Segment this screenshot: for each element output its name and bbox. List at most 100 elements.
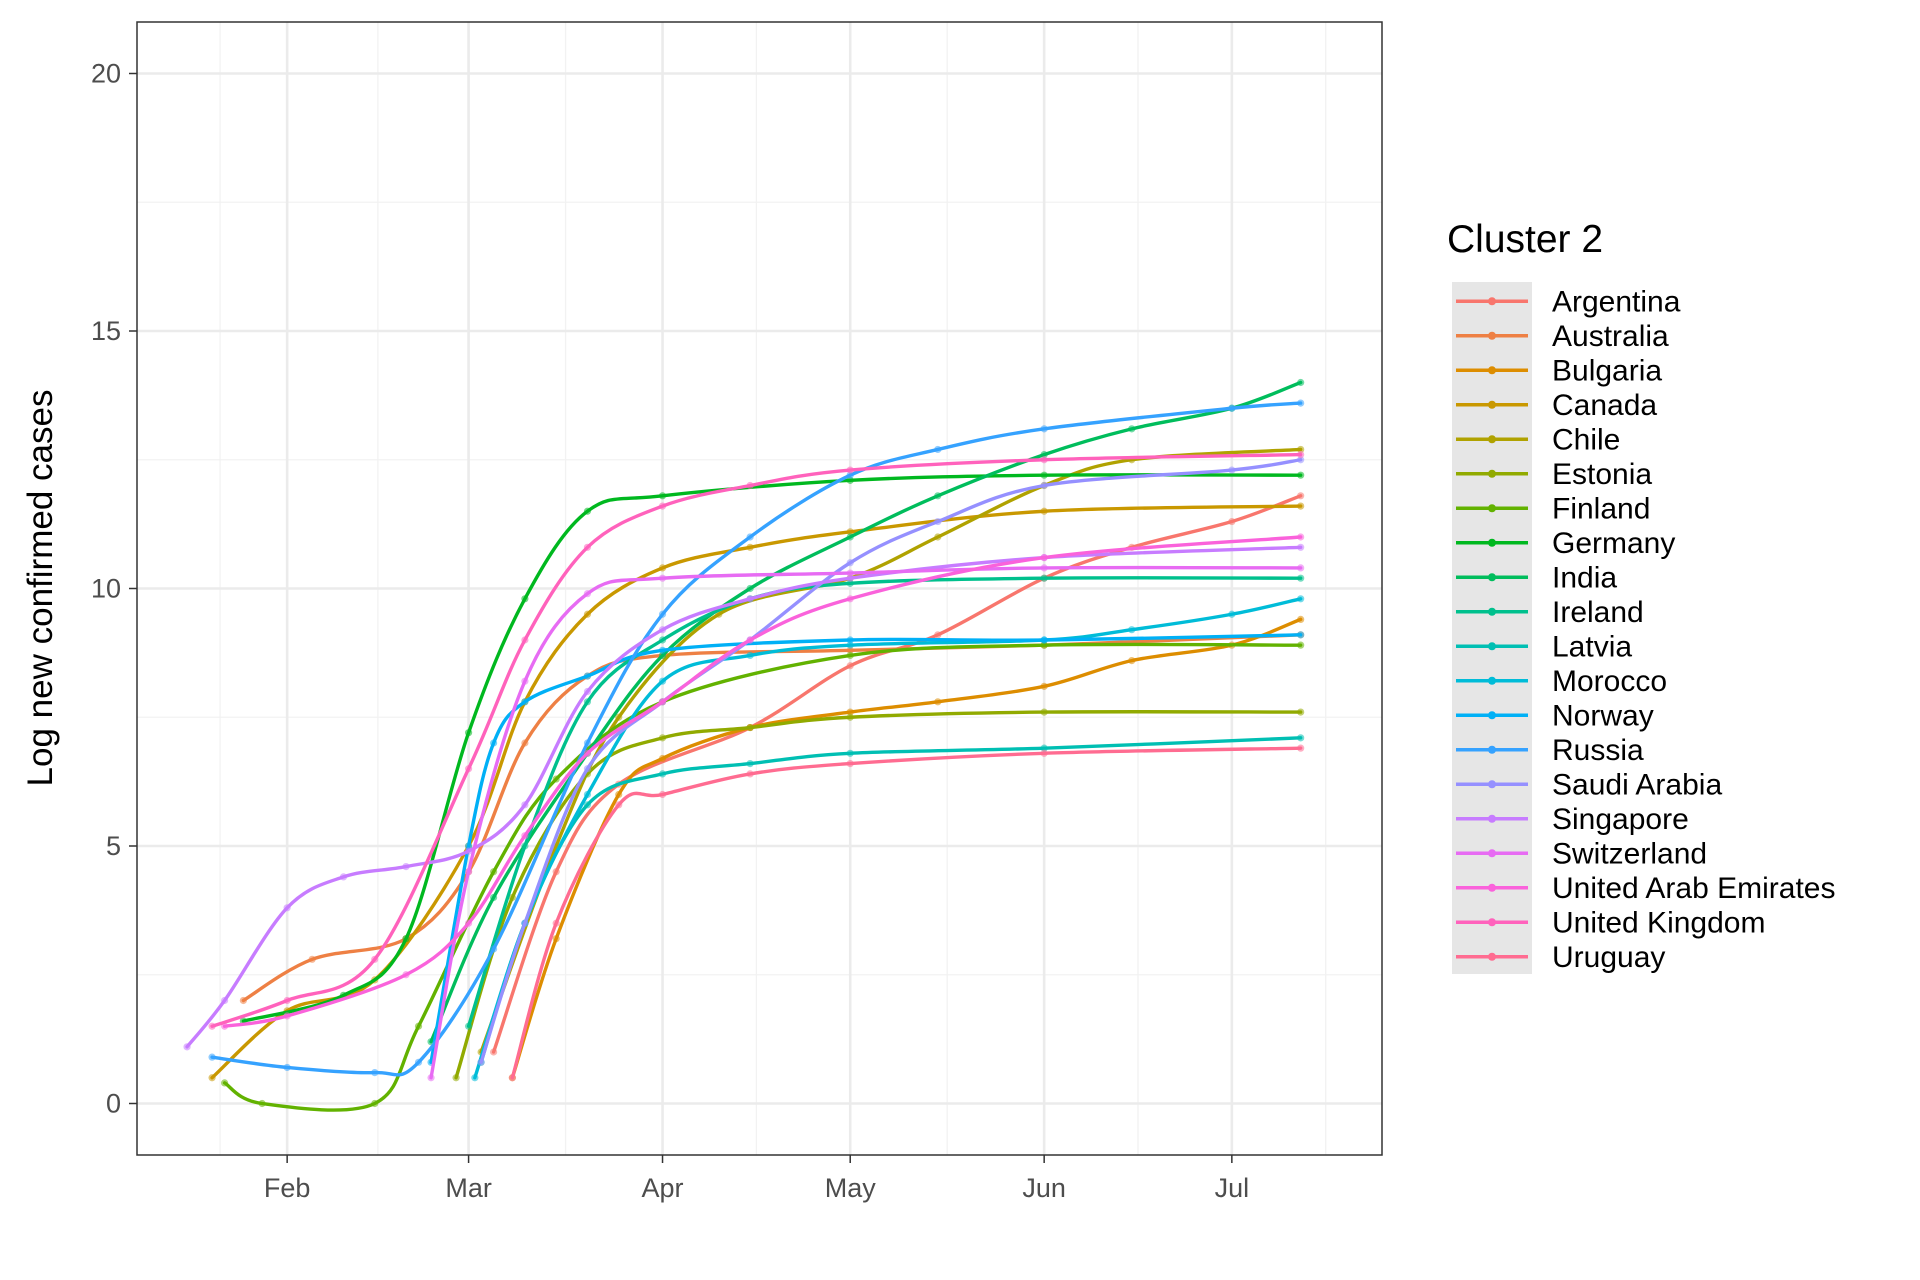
data-point [658, 698, 667, 706]
data-point [183, 1043, 191, 1051]
data-point [1297, 564, 1305, 572]
data-point [658, 734, 667, 742]
legend-label: Finland [1552, 492, 1650, 525]
x-tick-label: Apr [642, 1173, 684, 1203]
legend-label: Switzerland [1552, 837, 1707, 870]
data-point [583, 507, 592, 515]
data-point [1297, 708, 1305, 716]
series-line [210, 504, 1303, 1080]
data-point [1228, 517, 1236, 526]
data-point [658, 636, 667, 644]
data-point [583, 749, 592, 757]
data-point [934, 631, 942, 639]
data-point [658, 790, 667, 799]
y-axis-title: Log new confirmed cases [21, 390, 60, 787]
legend-key-point [1488, 883, 1496, 892]
data-point [746, 723, 754, 732]
legend-label: Singapore [1552, 803, 1689, 836]
x-tick-label: Feb [264, 1173, 311, 1203]
legend-label: Saudi Arabia [1552, 768, 1722, 801]
series-line [473, 597, 1303, 1080]
data-point [521, 739, 529, 747]
legend-label: United Arab Emirates [1552, 872, 1835, 905]
data-point [846, 646, 854, 654]
data-point [521, 919, 529, 927]
data-point [1040, 564, 1048, 572]
legend-key-point [1488, 538, 1496, 547]
data-point [521, 677, 529, 685]
legend-key-point [1488, 366, 1496, 375]
data-point [371, 1069, 379, 1077]
data-point [521, 698, 529, 706]
legend-key-point [1488, 504, 1496, 513]
data-point [1040, 636, 1048, 644]
data-point [414, 1058, 423, 1066]
data-point [1040, 708, 1048, 716]
data-point [1040, 574, 1048, 582]
data-point [658, 564, 667, 572]
data-point [258, 1099, 266, 1108]
series-layer [183, 378, 1305, 1112]
data-point [934, 517, 942, 526]
data-point [934, 492, 942, 500]
series-estonia [452, 708, 1305, 1082]
data-point [846, 708, 854, 716]
data-point [846, 760, 854, 768]
data-point [746, 760, 754, 768]
x-tick-label: Jun [1022, 1173, 1066, 1203]
data-point [464, 729, 473, 737]
data-point [521, 832, 529, 840]
data-point [427, 1074, 435, 1082]
series-line [241, 473, 1303, 1023]
data-point [464, 1022, 473, 1030]
data-point [846, 476, 854, 484]
data-point [1228, 404, 1236, 412]
series-russia [208, 399, 1305, 1077]
data-point [402, 971, 410, 979]
legend-label: United Kingdom [1552, 906, 1765, 939]
data-point [583, 590, 592, 598]
data-point [658, 626, 667, 634]
legend-key-background [1452, 282, 1532, 974]
data-point [490, 868, 498, 876]
data-point [846, 471, 854, 479]
data-point [1297, 451, 1305, 459]
data-point [658, 502, 667, 510]
data-point [1040, 481, 1048, 490]
data-point [552, 919, 560, 927]
data-point [746, 481, 754, 490]
y-axis: 0 5 10 15 20 [91, 59, 137, 1119]
data-point [1040, 456, 1048, 464]
data-point [283, 904, 291, 912]
data-point [220, 1079, 229, 1087]
legend-label: Chile [1552, 423, 1620, 456]
data-point [1040, 451, 1048, 459]
series-india [427, 378, 1305, 1046]
data-point [846, 749, 854, 757]
data-point [934, 533, 942, 541]
data-point [846, 559, 854, 567]
y-tick-label: 10 [91, 574, 121, 604]
legend-key-point [1488, 780, 1496, 789]
data-point [490, 739, 498, 747]
data-point [583, 765, 592, 773]
data-point [1297, 641, 1305, 649]
data-point [208, 1074, 216, 1082]
data-point [583, 687, 592, 696]
legend-key-point [1488, 711, 1496, 720]
data-point [452, 1074, 460, 1082]
data-point [1228, 610, 1236, 618]
data-point [615, 713, 623, 721]
data-point [1040, 749, 1048, 757]
legend-label: Uruguay [1552, 941, 1665, 974]
data-point [846, 595, 854, 603]
data-point [464, 847, 473, 855]
data-point [1040, 507, 1048, 515]
series-united-arab-emirates [220, 533, 1305, 1030]
series-line [479, 458, 1303, 1064]
data-point [308, 955, 316, 963]
data-point [283, 1012, 291, 1020]
data-point [746, 651, 754, 660]
data-point [414, 1022, 423, 1030]
